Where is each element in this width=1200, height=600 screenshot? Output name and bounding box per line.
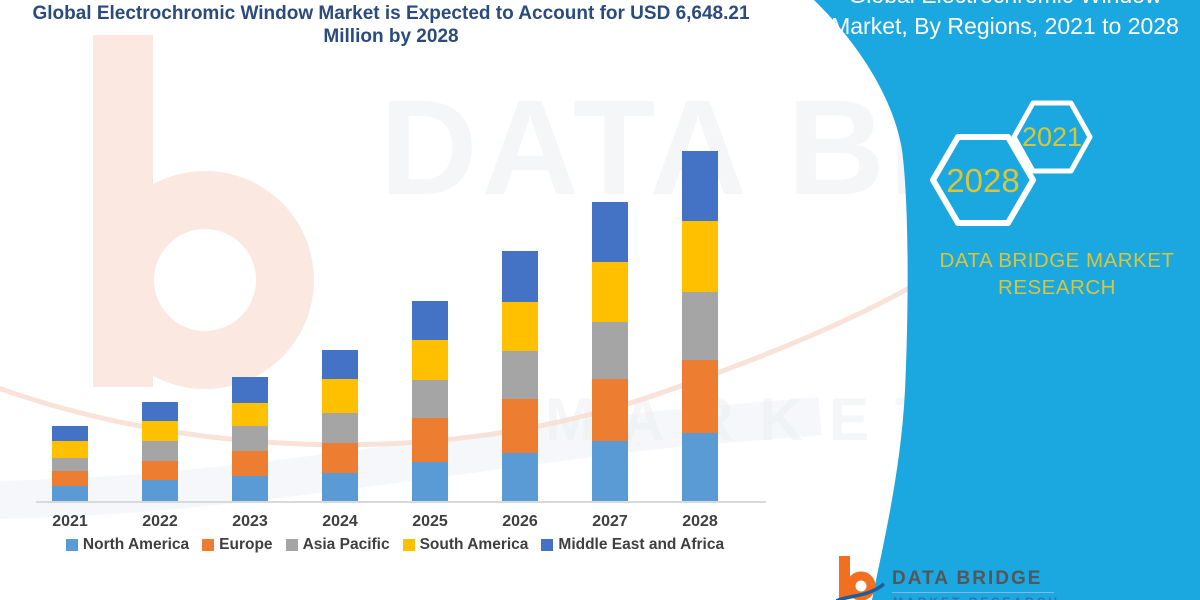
legend-item-middle-east-and-africa: Middle East and Africa xyxy=(541,536,724,554)
footer-logo-divider xyxy=(892,592,1054,593)
legend-marker-icon xyxy=(285,539,298,551)
hexagon-year-2028: 2028 xyxy=(946,162,1020,199)
brand-text: DATA BRIDGE MARKET RESEARCH xyxy=(939,249,1175,299)
legend-item-north-america: North America xyxy=(65,536,190,554)
bar-segment-2028-middle-east-and-africa xyxy=(682,151,718,221)
legend-label: Asia Pacific xyxy=(302,536,390,553)
hexagon-2028-outline xyxy=(930,134,1036,226)
legend-item-europe: Europe xyxy=(202,536,273,554)
chart-title: Global Electrochromic Window Market is E… xyxy=(32,3,750,47)
legend-item-asia-pacific: Asia Pacific xyxy=(285,536,390,554)
legend-marker-icon xyxy=(541,539,554,551)
legend-marker-icon xyxy=(65,539,78,551)
legend-item-south-america: South America xyxy=(402,536,529,554)
panel-title: Global Electrochromic Window Market, By … xyxy=(831,0,1179,39)
chart-legend: North America Europe Asia Pacific South Ame… xyxy=(0,536,790,554)
legend-label: Middle East and Africa xyxy=(558,536,725,553)
legend-label: Europe xyxy=(219,536,273,553)
hexagon-year-2021: 2021 xyxy=(1021,122,1083,152)
databridge-b-icon xyxy=(836,556,886,600)
footer-logo-line2: MARKET RESEARCH xyxy=(893,595,1060,600)
hexagon-2021-outline xyxy=(1011,100,1093,174)
legend-marker-icon xyxy=(402,539,415,551)
footer-logo: DATA BRIDGE MARKET RESEARCH xyxy=(836,556,1166,600)
footer-logo-line1: DATA BRIDGE xyxy=(892,568,1043,589)
legend-marker-icon xyxy=(202,539,215,551)
legend-label: South America xyxy=(419,536,529,553)
bar-segment-2027-middle-east-and-africa xyxy=(592,202,628,262)
legend-label: North America xyxy=(82,536,190,553)
